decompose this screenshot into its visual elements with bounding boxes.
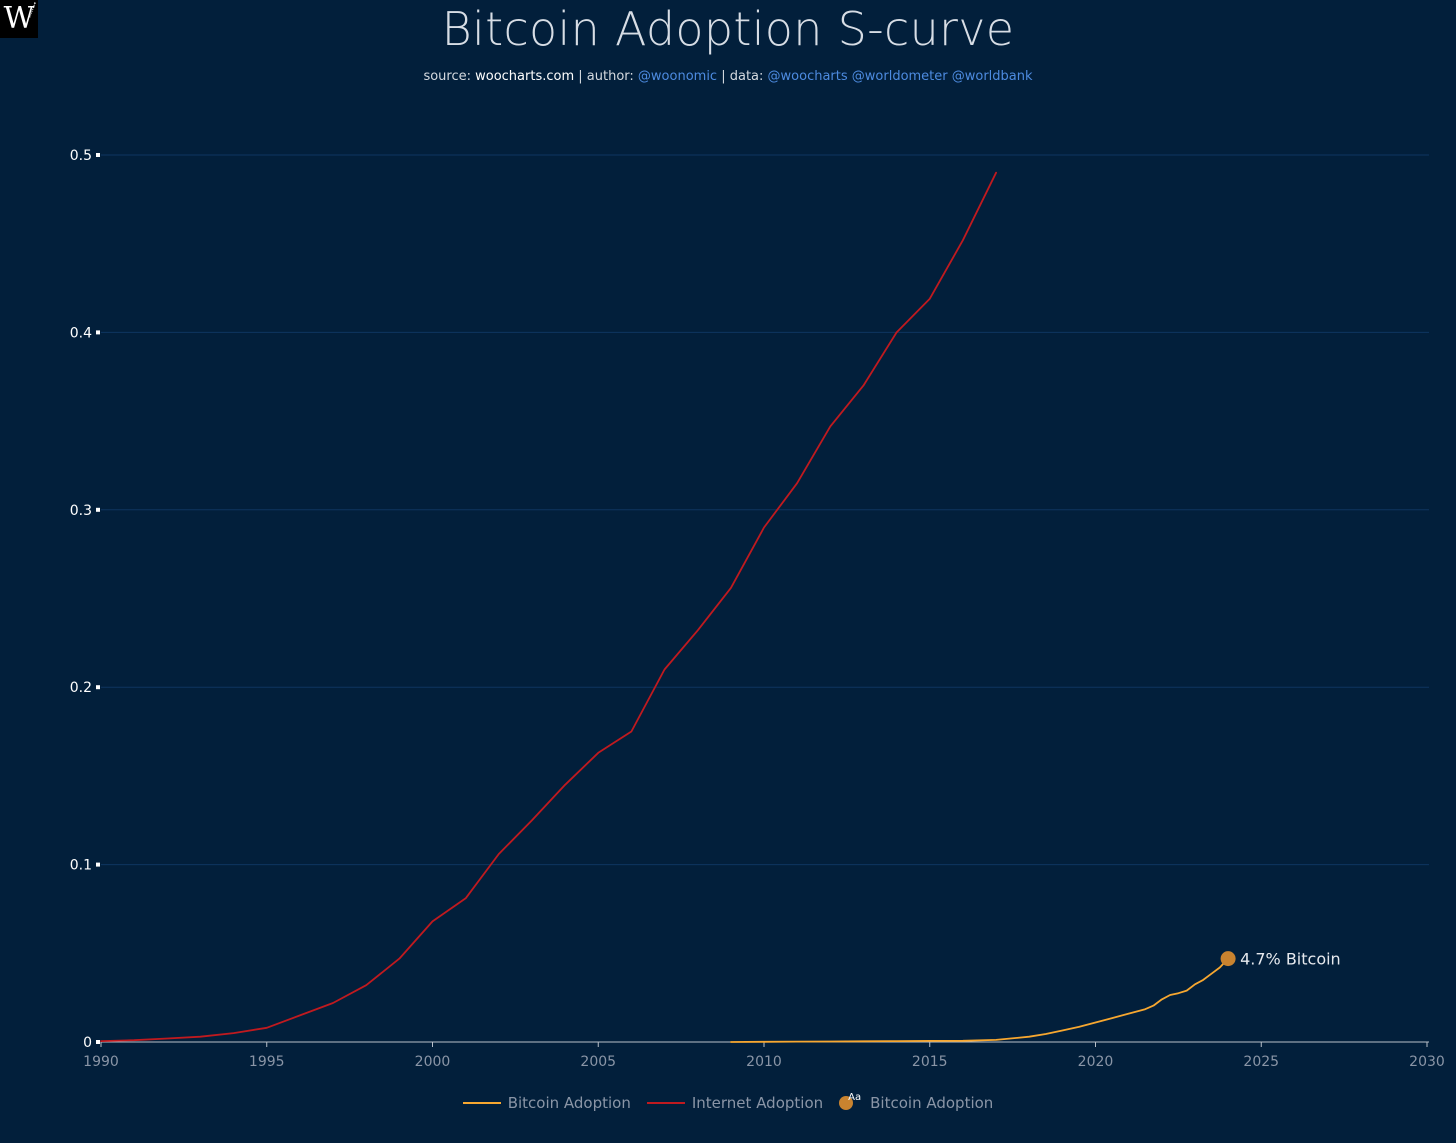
bitcoin-current-marker [1220, 951, 1236, 967]
source-label: source: [423, 69, 476, 84]
x-tick-label-4: 2010 [746, 1054, 782, 1070]
x-tick-label-3: 2005 [580, 1054, 616, 1070]
logo-letter: W [3, 1, 35, 36]
data-label: | data: [717, 69, 768, 84]
x-tick-label-5: 2015 [912, 1054, 948, 1070]
x-tick-label-0: 1990 [83, 1054, 119, 1070]
y-tick-label-2: 0.2 [70, 680, 92, 696]
legend-marker-text: Aa [848, 1092, 862, 1103]
x-tick-label-7: 2025 [1243, 1054, 1279, 1070]
x-tick-label-1: 1995 [249, 1054, 285, 1070]
chart-legend: Bitcoin Adoption Internet Adoption Aa Bi… [0, 1092, 1456, 1112]
author-link[interactable]: @woonomic [637, 69, 718, 84]
y-tick-label-5: 0.5 [70, 148, 92, 164]
legend-label-internet: Internet Adoption [691, 1094, 824, 1112]
chart-subtitle: source: woocharts.com | author: @woonomi… [0, 69, 1456, 84]
x-tick-label-2: 2000 [415, 1054, 451, 1070]
source-link[interactable]: woocharts.com [475, 69, 575, 84]
chart-title: Bitcoin Adoption S-curve [441, 2, 1015, 56]
series-line-bitcoin [730, 957, 1229, 1043]
legend-swatch-internet [646, 1102, 685, 1104]
legend-label-bitcoin-marker: Bitcoin Adoption [870, 1094, 994, 1112]
legend-label-bitcoin: Bitcoin Adoption [507, 1094, 631, 1112]
author-label: | author: [574, 69, 638, 84]
x-tick-label-8: 2030 [1409, 1054, 1445, 1070]
bitcoin-current-label: 4.7% Bitcoin [1240, 950, 1341, 969]
y-tick-label-0: 0 [83, 1035, 92, 1051]
y-tick-label-3: 0.3 [70, 503, 92, 519]
legend-item-bitcoin[interactable]: Bitcoin Adoption [462, 1094, 631, 1112]
x-tick-label-6: 2020 [1078, 1054, 1114, 1070]
y-tick-label-1: 0.1 [70, 858, 92, 874]
y-tick-label-4: 0.4 [70, 325, 92, 341]
legend-item-bitcoin-marker[interactable]: Aa Bitcoin Adoption [839, 1092, 994, 1112]
y-tick-mark-5 [96, 153, 100, 157]
legend-swatch-bitcoin [462, 1102, 501, 1104]
series-line-internet [100, 171, 997, 1042]
y-tick-mark-1 [96, 862, 100, 867]
y-tick-mark-2 [96, 685, 100, 690]
data-sources-link[interactable]: @woocharts @worldometer @worldbank [767, 69, 1033, 84]
legend-item-internet[interactable]: Internet Adoption [646, 1094, 824, 1112]
woocharts-logo[interactable]: W [0, 0, 38, 38]
y-tick-mark-3 [96, 507, 100, 512]
y-tick-mark-4 [96, 330, 100, 335]
legend-marker-dot [839, 1096, 854, 1110]
legend-swatch-marker: Aa [839, 1092, 863, 1112]
y-tick-mark-0 [96, 1040, 100, 1044]
